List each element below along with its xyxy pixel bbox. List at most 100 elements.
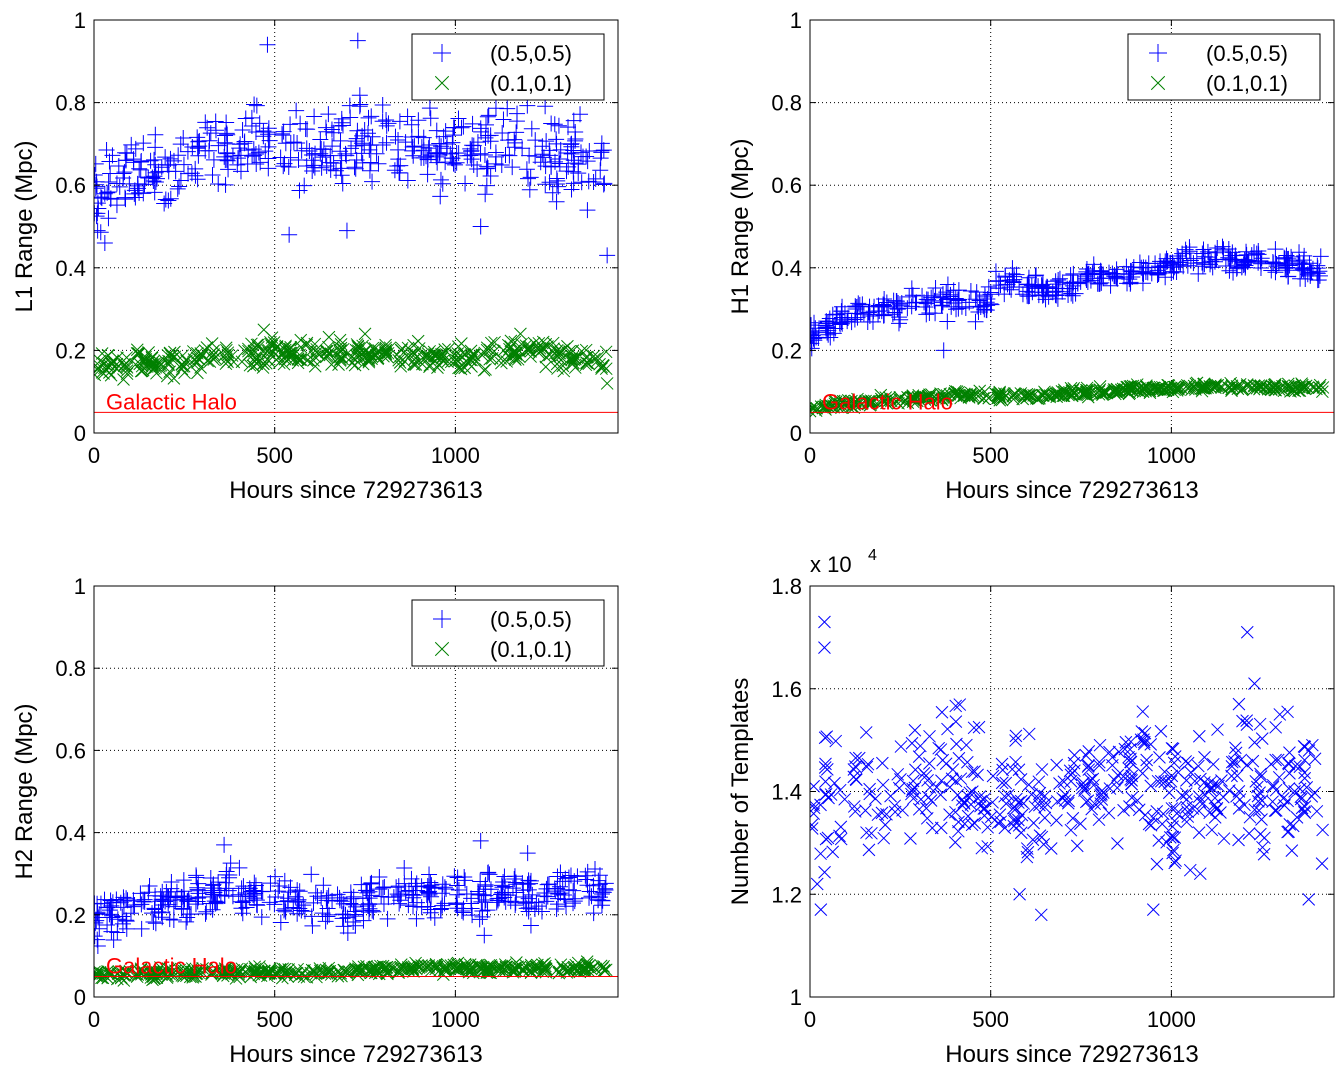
data-point [1092, 755, 1106, 769]
legend-marker [1149, 44, 1167, 62]
data-point [1144, 779, 1158, 793]
data-point [923, 729, 936, 743]
data-point [1309, 257, 1326, 274]
data-point [479, 160, 496, 177]
data-point [1268, 379, 1282, 393]
y-axis-label: L1 Range (Mpc) [11, 140, 38, 312]
data-point [430, 960, 444, 974]
data-point [1020, 391, 1033, 405]
data-point [210, 175, 227, 192]
data-point [410, 962, 423, 976]
data-point [103, 923, 120, 940]
data-point [100, 210, 117, 227]
data-point [1185, 383, 1198, 397]
data-point [347, 133, 364, 150]
data-point [548, 131, 565, 148]
data-point [499, 100, 516, 117]
data-point [480, 964, 494, 978]
data-point [896, 803, 909, 817]
data-point [281, 226, 298, 243]
data-point [912, 750, 926, 763]
data-point [1028, 800, 1042, 814]
data-point [1124, 755, 1138, 769]
data-point [175, 969, 189, 982]
data-point [1048, 280, 1065, 297]
data-point [1206, 757, 1220, 771]
data-point [1118, 742, 1132, 756]
data-point [423, 877, 440, 894]
data-point [132, 161, 149, 178]
data-point [560, 869, 577, 886]
data-point [862, 394, 875, 408]
data-point [833, 303, 850, 320]
data-point [120, 364, 134, 377]
data-point [1011, 278, 1028, 295]
data-point [1273, 708, 1287, 721]
data-point [1163, 264, 1180, 281]
data-point [1254, 380, 1268, 393]
data-point [866, 394, 879, 408]
data-point [373, 888, 390, 905]
y-axis-label: Number of Templates [727, 678, 754, 906]
data-point [906, 395, 920, 408]
data-point [370, 155, 387, 172]
data-point [833, 829, 846, 843]
data-point [1009, 734, 1022, 747]
data-point [102, 902, 119, 919]
legend-entry: (0.1,0.1) [490, 71, 572, 96]
data-point [413, 878, 430, 895]
data-point [1155, 817, 1169, 831]
data-point [824, 788, 838, 801]
data-point [494, 960, 507, 973]
plot-area [810, 586, 1334, 997]
data-point [1266, 795, 1279, 809]
data-point [312, 131, 329, 148]
data-point [863, 782, 876, 796]
data-point [827, 400, 840, 414]
data-point [570, 165, 587, 182]
data-point [189, 129, 206, 146]
data-point [397, 883, 414, 900]
data-point [190, 147, 207, 164]
data-point [997, 387, 1011, 401]
data-point [355, 912, 372, 929]
data-point [482, 127, 499, 144]
data-point [905, 736, 919, 750]
data-point [581, 889, 598, 906]
data-point [1316, 823, 1329, 837]
data-point [871, 808, 885, 822]
data-point [546, 116, 563, 133]
data-point [118, 920, 135, 937]
data-point [442, 145, 459, 162]
data-point [850, 397, 864, 411]
data-point [901, 288, 918, 305]
data-point [916, 294, 933, 311]
data-point [244, 148, 261, 165]
data-point [866, 298, 883, 315]
data-point [877, 831, 891, 845]
data-point [500, 355, 513, 368]
data-point [146, 900, 163, 917]
data-point [1233, 793, 1247, 806]
y-tick-label: 0.8 [55, 91, 86, 116]
data-point [810, 798, 820, 812]
data-point [448, 896, 465, 913]
data-point [334, 910, 351, 927]
data-point [1158, 250, 1175, 267]
data-point [875, 806, 889, 820]
data-point [1021, 845, 1035, 859]
data-point [568, 960, 581, 974]
data-point [303, 146, 320, 163]
data-point [953, 298, 970, 315]
data-point [293, 142, 310, 159]
data-point [810, 404, 823, 418]
data-point [1248, 677, 1261, 690]
data-point [420, 350, 434, 364]
data-point [314, 905, 331, 922]
y-tick-label: 1 [790, 8, 802, 33]
data-point [218, 114, 235, 131]
data-point [1126, 381, 1140, 395]
data-point [179, 909, 196, 926]
data-point [432, 171, 449, 188]
data-point [459, 959, 472, 973]
